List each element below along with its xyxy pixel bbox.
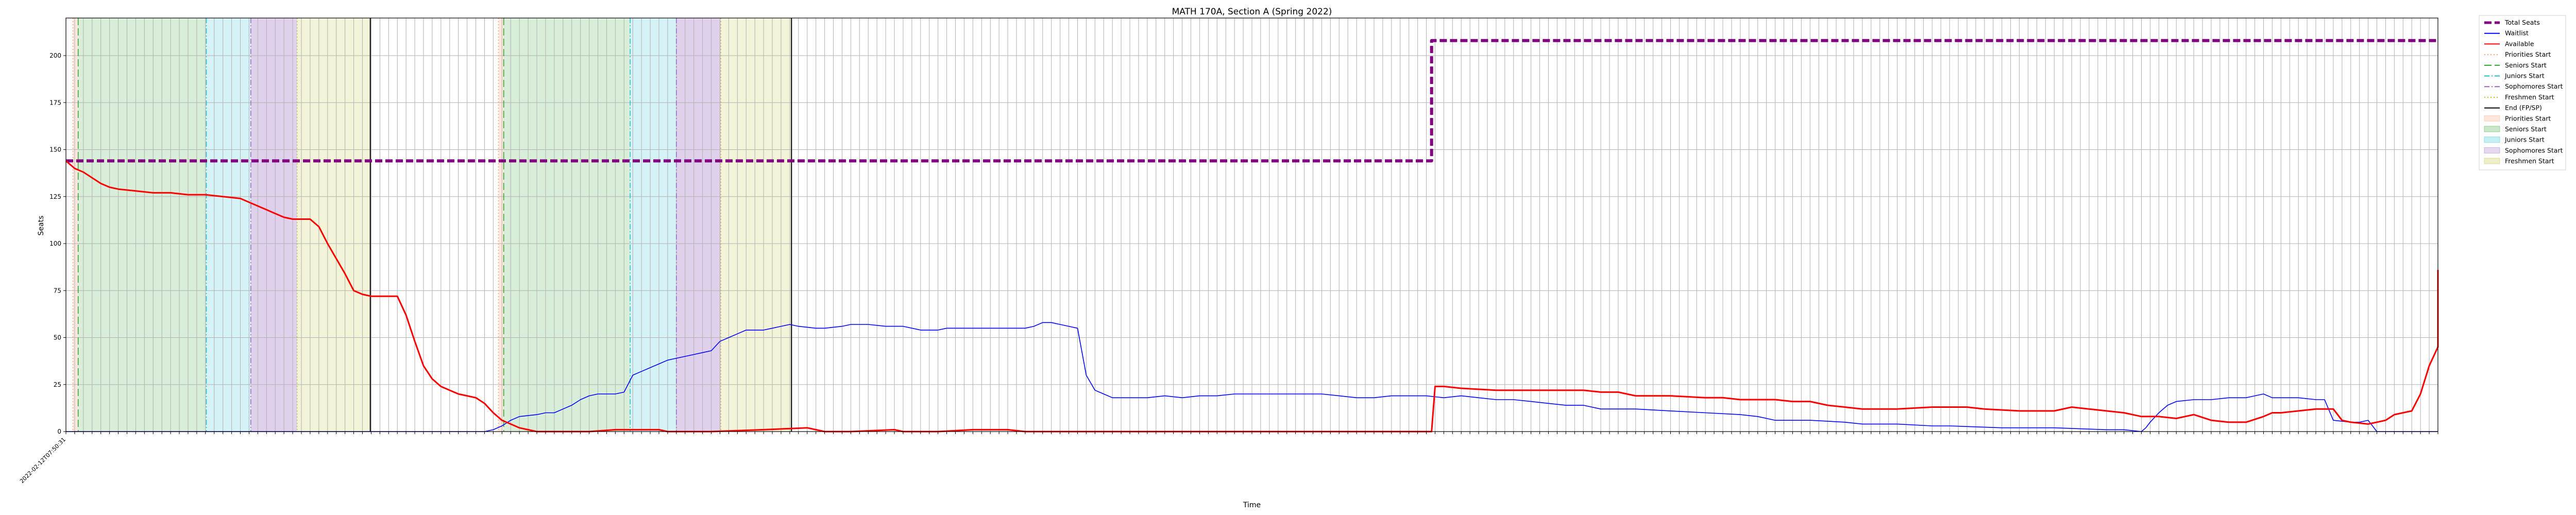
y-tick-label: 100 [49, 240, 61, 247]
y-tick-label: 25 [54, 381, 61, 388]
series-line [66, 39, 2438, 163]
legend-label: Juniors Start [2504, 72, 2545, 80]
plot-frame [65, 18, 2438, 432]
legend-swatch [2484, 115, 2500, 122]
legend-label: Total Seats [2504, 19, 2540, 26]
y-tick-label: 0 [57, 428, 61, 435]
legend-label: Waitlist [2505, 29, 2529, 37]
y-tick-label: 75 [54, 287, 61, 294]
y-axis-label: Seats [37, 216, 45, 236]
legend-label: Freshmen Start [2505, 157, 2554, 165]
shaded-region [676, 18, 721, 432]
legend-label: Seniors Start [2505, 125, 2547, 133]
legend-label: End (FP/SP) [2505, 104, 2542, 112]
legend-frame [2479, 15, 2566, 170]
x-tick-label: 2022-02-12T07:50:31 [19, 436, 67, 485]
legend-label: Sophomores Start [2505, 82, 2563, 90]
shaded-region [503, 18, 631, 432]
legend-label: Sophomores Start [2505, 146, 2563, 154]
shaded-region [297, 18, 370, 432]
legend-swatch [2484, 136, 2500, 143]
series-line [66, 322, 2438, 432]
y-tick-label: 200 [49, 52, 61, 59]
y-tick-label: 175 [49, 99, 61, 106]
x-axis-label: Time [1243, 501, 1261, 509]
shaded-region [78, 18, 207, 432]
shaded-regions [73, 18, 792, 432]
shaded-region [721, 18, 792, 432]
legend-label: Available [2505, 40, 2534, 47]
phase-lines [72, 18, 792, 432]
y-tick-label: 50 [54, 334, 61, 341]
y-tick-label: 150 [49, 146, 61, 153]
legend-label: Priorities Start [2505, 50, 2551, 58]
chart-title: MATH 170A, Section A (Spring 2022) [1172, 7, 1332, 17]
legend-label: Freshmen Start [2505, 93, 2554, 101]
legend: Total Seats Waitlist Available Priorities S… [2479, 15, 2566, 170]
shaded-region [498, 18, 504, 432]
legend-label: Seniors Start [2505, 61, 2547, 69]
shaded-region [206, 18, 251, 432]
gridlines [65, 18, 2438, 432]
legend-label: Priorities Start [2505, 114, 2551, 122]
shaded-region [630, 18, 676, 432]
legend-swatch [2484, 158, 2500, 164]
legend-swatch [2484, 126, 2500, 132]
shaded-region [73, 18, 78, 432]
legend-swatch [2484, 147, 2500, 153]
legend-label: Juniors Start [2504, 136, 2545, 144]
y-tick-label: 125 [49, 193, 61, 200]
axes: 2022-02-12T07:50:310 25 50 75 100 125 150 175 20… [19, 18, 2438, 485]
shaded-region [250, 18, 297, 432]
